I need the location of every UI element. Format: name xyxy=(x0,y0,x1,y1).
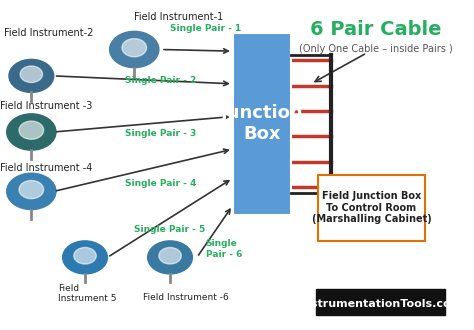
Circle shape xyxy=(122,39,146,57)
FancyBboxPatch shape xyxy=(316,289,445,315)
Text: Single Pair - 3: Single Pair - 3 xyxy=(125,129,197,138)
FancyBboxPatch shape xyxy=(318,175,425,241)
Circle shape xyxy=(19,121,44,139)
Circle shape xyxy=(20,66,43,82)
Circle shape xyxy=(7,173,56,210)
Circle shape xyxy=(19,181,44,199)
Text: Single Pair - 5: Single Pair - 5 xyxy=(134,225,206,234)
Text: Field Instrument -4: Field Instrument -4 xyxy=(0,163,92,173)
Text: Single Pair - 1: Single Pair - 1 xyxy=(170,23,241,33)
Circle shape xyxy=(148,241,192,274)
Text: Field Instrument -6: Field Instrument -6 xyxy=(143,292,229,302)
Text: Single Pair - 4: Single Pair - 4 xyxy=(125,179,197,188)
Text: Single
Pair - 6: Single Pair - 6 xyxy=(206,240,242,259)
Text: Single Pair - 2: Single Pair - 2 xyxy=(125,76,197,85)
Circle shape xyxy=(159,248,181,264)
Circle shape xyxy=(9,59,54,92)
Text: Junction
Box: Junction Box xyxy=(220,104,303,143)
Text: InstrumentationTools.com: InstrumentationTools.com xyxy=(299,299,462,309)
Text: Field
Instrument 5: Field Instrument 5 xyxy=(58,284,117,303)
FancyBboxPatch shape xyxy=(233,33,291,215)
Text: Field Instrument-2: Field Instrument-2 xyxy=(4,28,94,38)
Circle shape xyxy=(74,248,96,264)
Text: Field Junction Box
To Control Room
(Marshalling Cabinet): Field Junction Box To Control Room (Mars… xyxy=(311,191,431,224)
Text: Field Instrument-1: Field Instrument-1 xyxy=(134,12,224,21)
Text: 6 Pair Cable: 6 Pair Cable xyxy=(310,20,442,39)
Text: (Only One Cable – inside Pairs ): (Only One Cable – inside Pairs ) xyxy=(299,45,453,54)
Circle shape xyxy=(7,114,56,150)
Text: Field Instrument -3: Field Instrument -3 xyxy=(0,101,92,111)
Circle shape xyxy=(109,31,159,68)
Circle shape xyxy=(63,241,108,274)
